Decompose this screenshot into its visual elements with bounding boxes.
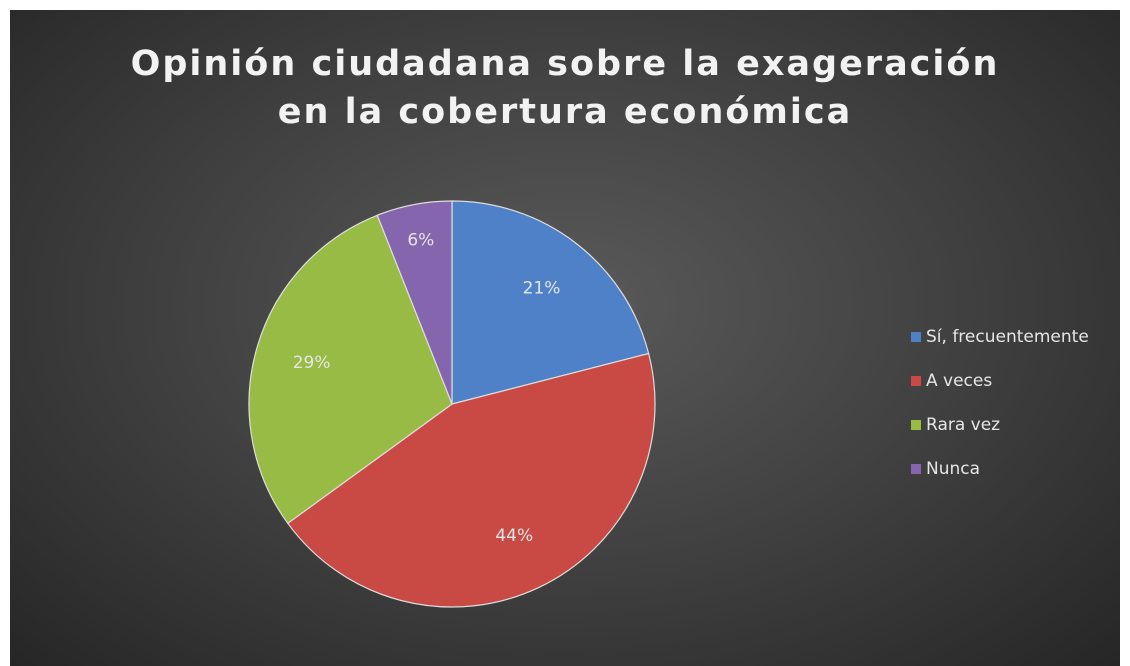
legend-swatch [911,376,921,386]
data-label: 6% [407,230,434,250]
legend-swatch [911,420,921,430]
chart-title: Opinión ciudadana sobre la exageración e… [130,44,1000,132]
data-label: 29% [293,353,331,373]
pie-slice [376,200,453,405]
pie-slice [248,214,453,525]
legend-label: Nunca [926,459,980,479]
legend-swatch [911,464,921,474]
pie-slice [286,352,656,608]
legend-label: Rara vez [926,415,1000,435]
data-label: 44% [495,526,533,546]
pie-slice [451,200,650,405]
legend-label: Sí, frecuentemente [926,327,1089,347]
legend-swatch [911,332,921,342]
legend-label: A veces [926,371,992,391]
data-label: 21% [523,279,561,299]
